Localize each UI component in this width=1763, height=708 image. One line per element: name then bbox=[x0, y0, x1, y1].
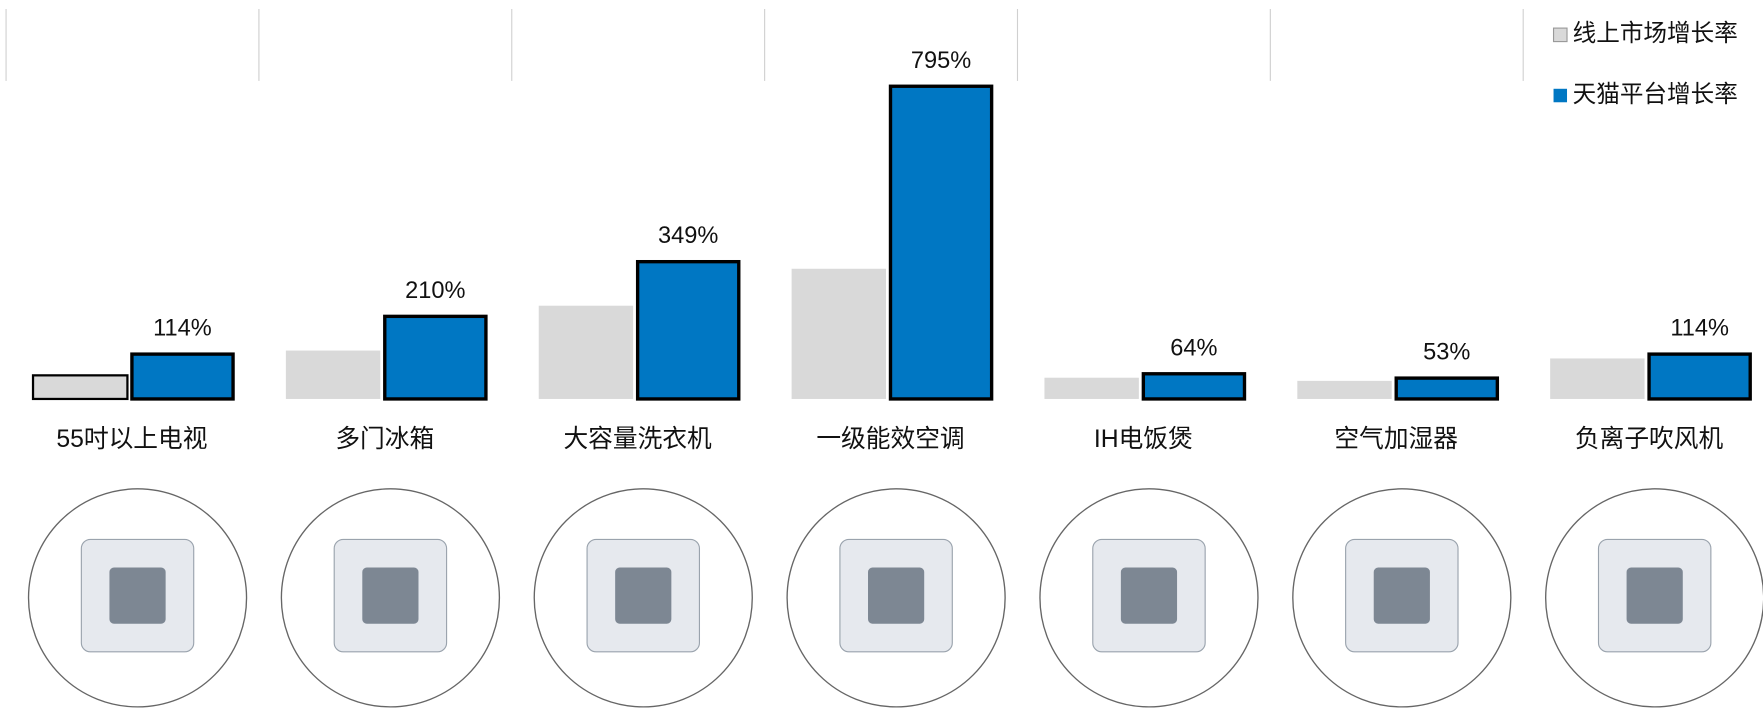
bar bbox=[130, 352, 235, 401]
value-label: 210% bbox=[405, 278, 465, 304]
bar bbox=[285, 350, 381, 399]
icon-detail bbox=[1373, 567, 1430, 624]
bar bbox=[1394, 376, 1500, 401]
x-tick-label: 多门冰箱 bbox=[335, 425, 434, 453]
x-tick-label: IH电饭煲 bbox=[1094, 425, 1193, 453]
bar bbox=[1044, 377, 1139, 399]
icon-detail bbox=[868, 567, 925, 624]
bar bbox=[791, 268, 886, 399]
x-tick-label: 大容量洗衣机 bbox=[563, 425, 712, 453]
product-icon bbox=[1545, 488, 1763, 708]
icon-detail bbox=[362, 567, 419, 624]
icon-detail bbox=[1626, 567, 1683, 624]
value-label: 53% bbox=[1423, 340, 1470, 366]
legend-swatch bbox=[1552, 27, 1568, 43]
x-tick-label: 负离子吹风机 bbox=[1575, 425, 1724, 453]
product-icon bbox=[27, 488, 248, 708]
icon-detail bbox=[109, 567, 166, 624]
bar bbox=[1647, 352, 1752, 401]
value-label: 795% bbox=[911, 48, 971, 74]
bar bbox=[1297, 380, 1392, 399]
bar bbox=[1550, 358, 1645, 399]
legend-label: 线上市场增长率 bbox=[1573, 20, 1738, 47]
x-tick-label: 空气加湿器 bbox=[1334, 425, 1458, 453]
icon-detail bbox=[615, 567, 672, 624]
value-label: 349% bbox=[658, 223, 718, 249]
product-icon bbox=[1292, 488, 1512, 708]
icon-detail bbox=[1120, 567, 1178, 624]
bar bbox=[888, 84, 994, 401]
x-tick-label: 55吋以上电视 bbox=[56, 425, 207, 453]
bar bbox=[1141, 372, 1247, 401]
bar bbox=[635, 259, 741, 401]
legend-swatch bbox=[1553, 88, 1568, 103]
x-tick-label: 一级能效空调 bbox=[816, 425, 964, 453]
product-icon bbox=[786, 488, 1006, 708]
bar bbox=[538, 305, 634, 399]
value-label: 64% bbox=[1170, 335, 1217, 361]
product-icon bbox=[280, 488, 501, 708]
product-icon bbox=[533, 488, 753, 708]
product-icon bbox=[1039, 488, 1259, 708]
bar bbox=[383, 314, 488, 401]
bar bbox=[31, 374, 129, 401]
value-label: 114% bbox=[1670, 316, 1729, 342]
legend-label: 天猫平台增长率 bbox=[1573, 81, 1738, 108]
value-label: 114% bbox=[153, 316, 212, 342]
